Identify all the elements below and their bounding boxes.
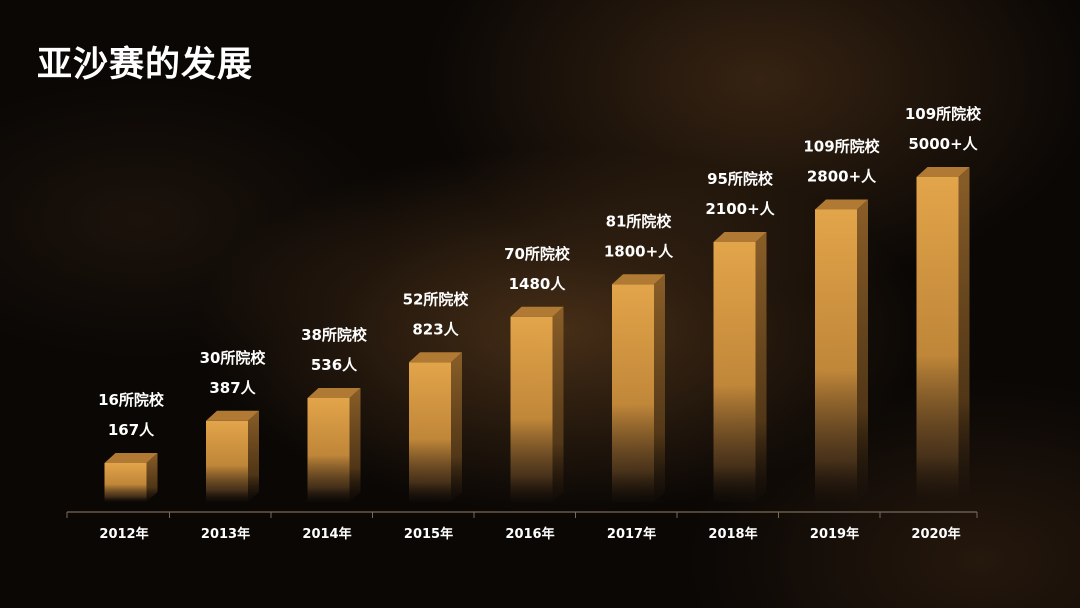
bar-face (815, 209, 857, 502)
bar-face (612, 284, 654, 502)
data-label-participants: 1800+人 (604, 242, 674, 260)
x-tick-label: 2019年 (810, 526, 859, 542)
bar-top (104, 453, 158, 463)
bar-face (510, 316, 553, 502)
bar-side (248, 410, 259, 502)
x-tick-label: 2018年 (708, 526, 757, 542)
bar-face (916, 177, 959, 502)
data-label-participants: 2100+人 (705, 200, 775, 218)
bar-face (409, 362, 451, 502)
x-tick-label: 2020年 (911, 526, 960, 542)
bar-side (451, 352, 462, 502)
data-label-participants: 823人 (412, 320, 459, 338)
data-label-schools: 30所院校 (200, 349, 267, 367)
bar-face (307, 398, 350, 502)
data-label-participants: 2800+人 (807, 168, 877, 186)
bar (307, 388, 361, 502)
data-label-schools: 109所院校 (905, 105, 982, 123)
bar-face (104, 463, 147, 502)
x-tick-label: 2015年 (404, 526, 453, 542)
bar (815, 199, 868, 502)
bar-top (206, 410, 259, 421)
bar-side (146, 453, 158, 502)
bar-face (713, 242, 756, 502)
data-label-participants: 167人 (108, 421, 155, 439)
data-label-schools: 81所院校 (606, 212, 673, 230)
bar (916, 167, 970, 502)
bar-top (713, 232, 767, 242)
x-tick-label: 2012年 (99, 526, 148, 542)
data-label-schools: 95所院校 (707, 170, 774, 188)
bar-side (552, 306, 564, 502)
bar (612, 274, 665, 502)
data-label-schools: 38所院校 (301, 326, 368, 344)
bar-side (654, 274, 665, 502)
bar (104, 453, 158, 502)
bar-top (916, 167, 970, 177)
bar (206, 410, 259, 502)
bar-top (409, 352, 462, 363)
x-tick-label: 2013年 (201, 526, 250, 542)
x-tick-label: 2014年 (302, 526, 351, 542)
data-label-participants: 5000+人 (908, 135, 978, 153)
bar-side (755, 232, 767, 502)
data-label-schools: 109所院校 (803, 138, 880, 156)
bar (713, 232, 767, 502)
data-label-schools: 70所院校 (504, 245, 571, 263)
x-tick-label: 2016年 (505, 526, 554, 542)
bar-side (857, 199, 868, 502)
bar-side (958, 167, 970, 502)
data-label-schools: 16所院校 (98, 391, 165, 409)
bar-top (815, 199, 868, 210)
data-label-participants: 1480人 (509, 275, 567, 293)
bar-top (510, 306, 564, 317)
bar (409, 352, 462, 502)
bar-top (307, 388, 361, 398)
bar (510, 306, 564, 502)
bar-top (612, 274, 665, 285)
bar-face (206, 420, 248, 502)
bar-side (349, 388, 361, 502)
page-title: 亚沙赛的发展 (37, 45, 254, 85)
x-tick-label: 2017年 (607, 526, 656, 542)
data-label-schools: 52所院校 (403, 290, 470, 308)
data-label-participants: 536人 (311, 356, 358, 374)
data-label-participants: 387人 (209, 379, 256, 397)
